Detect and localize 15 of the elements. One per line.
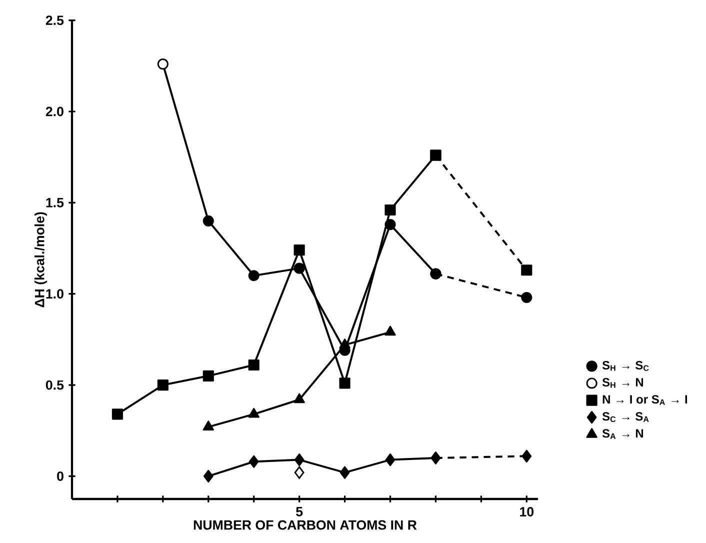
x-axis-title: NUMBER OF CARBON ATOMS IN R <box>194 520 417 530</box>
legend-label: N → I or S$_{A}$ → I <box>602 395 688 405</box>
y-tick-label: 1.5 <box>46 198 64 208</box>
y-tick-label: 0 <box>57 471 64 481</box>
x-tick-label: 5 <box>296 507 303 516</box>
y-tick-label: 2.5 <box>46 16 64 26</box>
legend-label: S$_{H}$ → N <box>602 378 644 388</box>
y-tick-label: 1.0 <box>46 289 64 299</box>
y-tick-label: 2.0 <box>46 106 64 116</box>
legend-label: S$_{H}$ → S$_{C}$ <box>602 360 649 371</box>
x-tick-label: 10 <box>520 507 534 516</box>
legend-label: S$_{A}$ → N <box>602 429 644 439</box>
y-axis-title: ΔH (kcal./mole) <box>34 212 47 308</box>
legend-label: S$_{C}$ → S$_{A}$ <box>602 412 649 422</box>
y-tick-label: 0.5 <box>46 380 64 390</box>
